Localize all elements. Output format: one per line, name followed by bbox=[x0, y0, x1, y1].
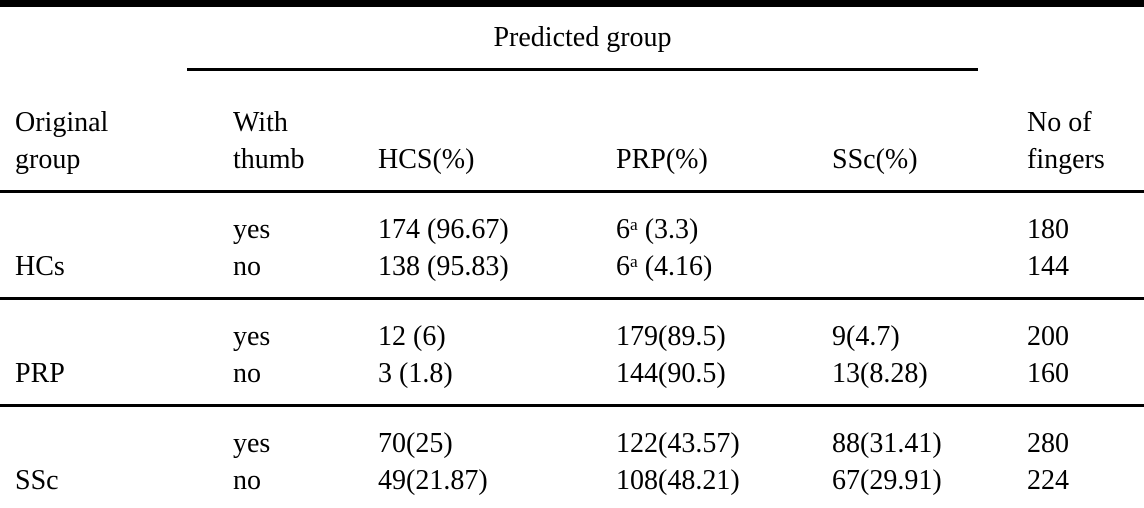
cell-hcs: 3 (1.8) bbox=[378, 355, 616, 407]
cell-with-thumb: yes bbox=[233, 214, 271, 245]
cell-no-fingers: 280 bbox=[1027, 428, 1069, 459]
cell-group-label: HCs bbox=[0, 248, 187, 300]
table-row-hcs-yes: yes 174 (96.67) 6a (3.3) 180 bbox=[0, 192, 1144, 249]
table-row-prp-no: PRP no 3 (1.8) 144(90.5) 13(8.28) 160 bbox=[0, 355, 1144, 407]
cell-prp: 179(89.5) bbox=[616, 299, 832, 356]
cell-with-thumb: no bbox=[187, 355, 378, 407]
cell-ssc bbox=[832, 248, 978, 300]
cell-hcs: 138 (95.83) bbox=[378, 248, 616, 300]
column-header-row: Original group With thumb HCS(%) PRP(%) … bbox=[0, 69, 1144, 193]
table-row-prp-yes: yes 12 (6) 179(89.5) 9(4.7) 200 bbox=[0, 299, 1144, 356]
value: 88(31.41) bbox=[832, 428, 942, 459]
col-header-ssc: SSc(%) bbox=[832, 69, 978, 193]
cell-hcs: 12 (6) bbox=[378, 299, 616, 356]
table-row-ssc-no: SSc no 49(21.87) 108(48.21) 67(29.91) 22… bbox=[0, 462, 1144, 508]
col-header-with-thumb: With thumb bbox=[187, 69, 378, 193]
value: 144(90.5) bbox=[616, 358, 726, 389]
cell-with-thumb: no bbox=[187, 462, 378, 508]
cell-no-fingers: 144 bbox=[978, 248, 1144, 300]
predicted-group-spanner: Predicted group bbox=[187, 3, 978, 71]
value: 3 (1.8) bbox=[378, 358, 453, 389]
value: 174 (96.67) bbox=[378, 214, 509, 245]
cell-with-thumb: yes bbox=[233, 428, 271, 459]
cell-no-fingers: 224 bbox=[978, 462, 1144, 508]
cell-ssc: 9(4.7) bbox=[832, 299, 978, 356]
value-pct: (3.3) bbox=[637, 214, 699, 245]
value: 108(48.21) bbox=[616, 465, 740, 496]
value: 6 bbox=[616, 214, 630, 245]
cell-with-thumb: no bbox=[187, 248, 378, 300]
spacer-cell bbox=[978, 4, 1144, 70]
spacer-cell bbox=[0, 4, 187, 70]
cell-hcs: 70(25) bbox=[378, 406, 616, 463]
cell-ssc: 13(8.28) bbox=[832, 355, 978, 407]
cell-hcs: 174 (96.67) bbox=[378, 192, 616, 249]
value: 12 (6) bbox=[378, 321, 446, 352]
footnote-marker: a bbox=[630, 252, 638, 272]
col-header-no-fingers: No of fingers bbox=[978, 69, 1144, 193]
value: 67(29.91) bbox=[832, 465, 942, 496]
cell-group-label bbox=[0, 299, 187, 356]
col-header-hcs: HCS(%) bbox=[378, 69, 616, 193]
cell-prp: 144(90.5) bbox=[616, 355, 832, 407]
cell-group-label: PRP bbox=[0, 355, 187, 407]
table-row-hcs-no: HCs no 138 (95.83) 6a (4.16) 144 bbox=[0, 248, 1144, 300]
cell-ssc bbox=[832, 192, 978, 249]
cell-group-label bbox=[0, 192, 187, 249]
cell-prp: 6a (4.16) bbox=[616, 248, 832, 300]
value: 179(89.5) bbox=[616, 321, 726, 352]
cell-ssc: 88(31.41) bbox=[832, 406, 978, 463]
cell-hcs: 49(21.87) bbox=[378, 462, 616, 508]
cell-group-label: SSc bbox=[0, 462, 187, 508]
cell-prp: 108(48.21) bbox=[616, 462, 832, 508]
value: 70(25) bbox=[378, 428, 453, 459]
col-header-prp: PRP(%) bbox=[616, 69, 832, 193]
value: 9(4.7) bbox=[832, 321, 900, 352]
cell-prp: 6a (3.3) bbox=[616, 192, 832, 249]
value: 6 bbox=[616, 251, 630, 282]
cell-ssc: 67(29.91) bbox=[832, 462, 978, 508]
cell-with-thumb: yes bbox=[233, 321, 271, 352]
value-pct: (4.16) bbox=[637, 251, 713, 282]
value: 138 (95.83) bbox=[378, 251, 509, 282]
spanner-row: Predicted group bbox=[0, 3, 1144, 71]
col-header-original-group: Original group bbox=[0, 69, 187, 193]
cell-no-fingers: 160 bbox=[978, 355, 1144, 407]
footnote-marker: a bbox=[630, 215, 638, 235]
cell-prp: 122(43.57) bbox=[616, 406, 832, 463]
cell-no-fingers: 200 bbox=[1027, 321, 1069, 352]
value: 122(43.57) bbox=[616, 428, 740, 459]
value: 49(21.87) bbox=[378, 465, 488, 496]
cell-no-fingers: 180 bbox=[1027, 214, 1069, 245]
table-row-ssc-yes: yes 70(25) 122(43.57) 88(31.41) 280 bbox=[0, 406, 1144, 463]
cell-group-label bbox=[0, 406, 187, 463]
value: 13(8.28) bbox=[832, 358, 928, 389]
